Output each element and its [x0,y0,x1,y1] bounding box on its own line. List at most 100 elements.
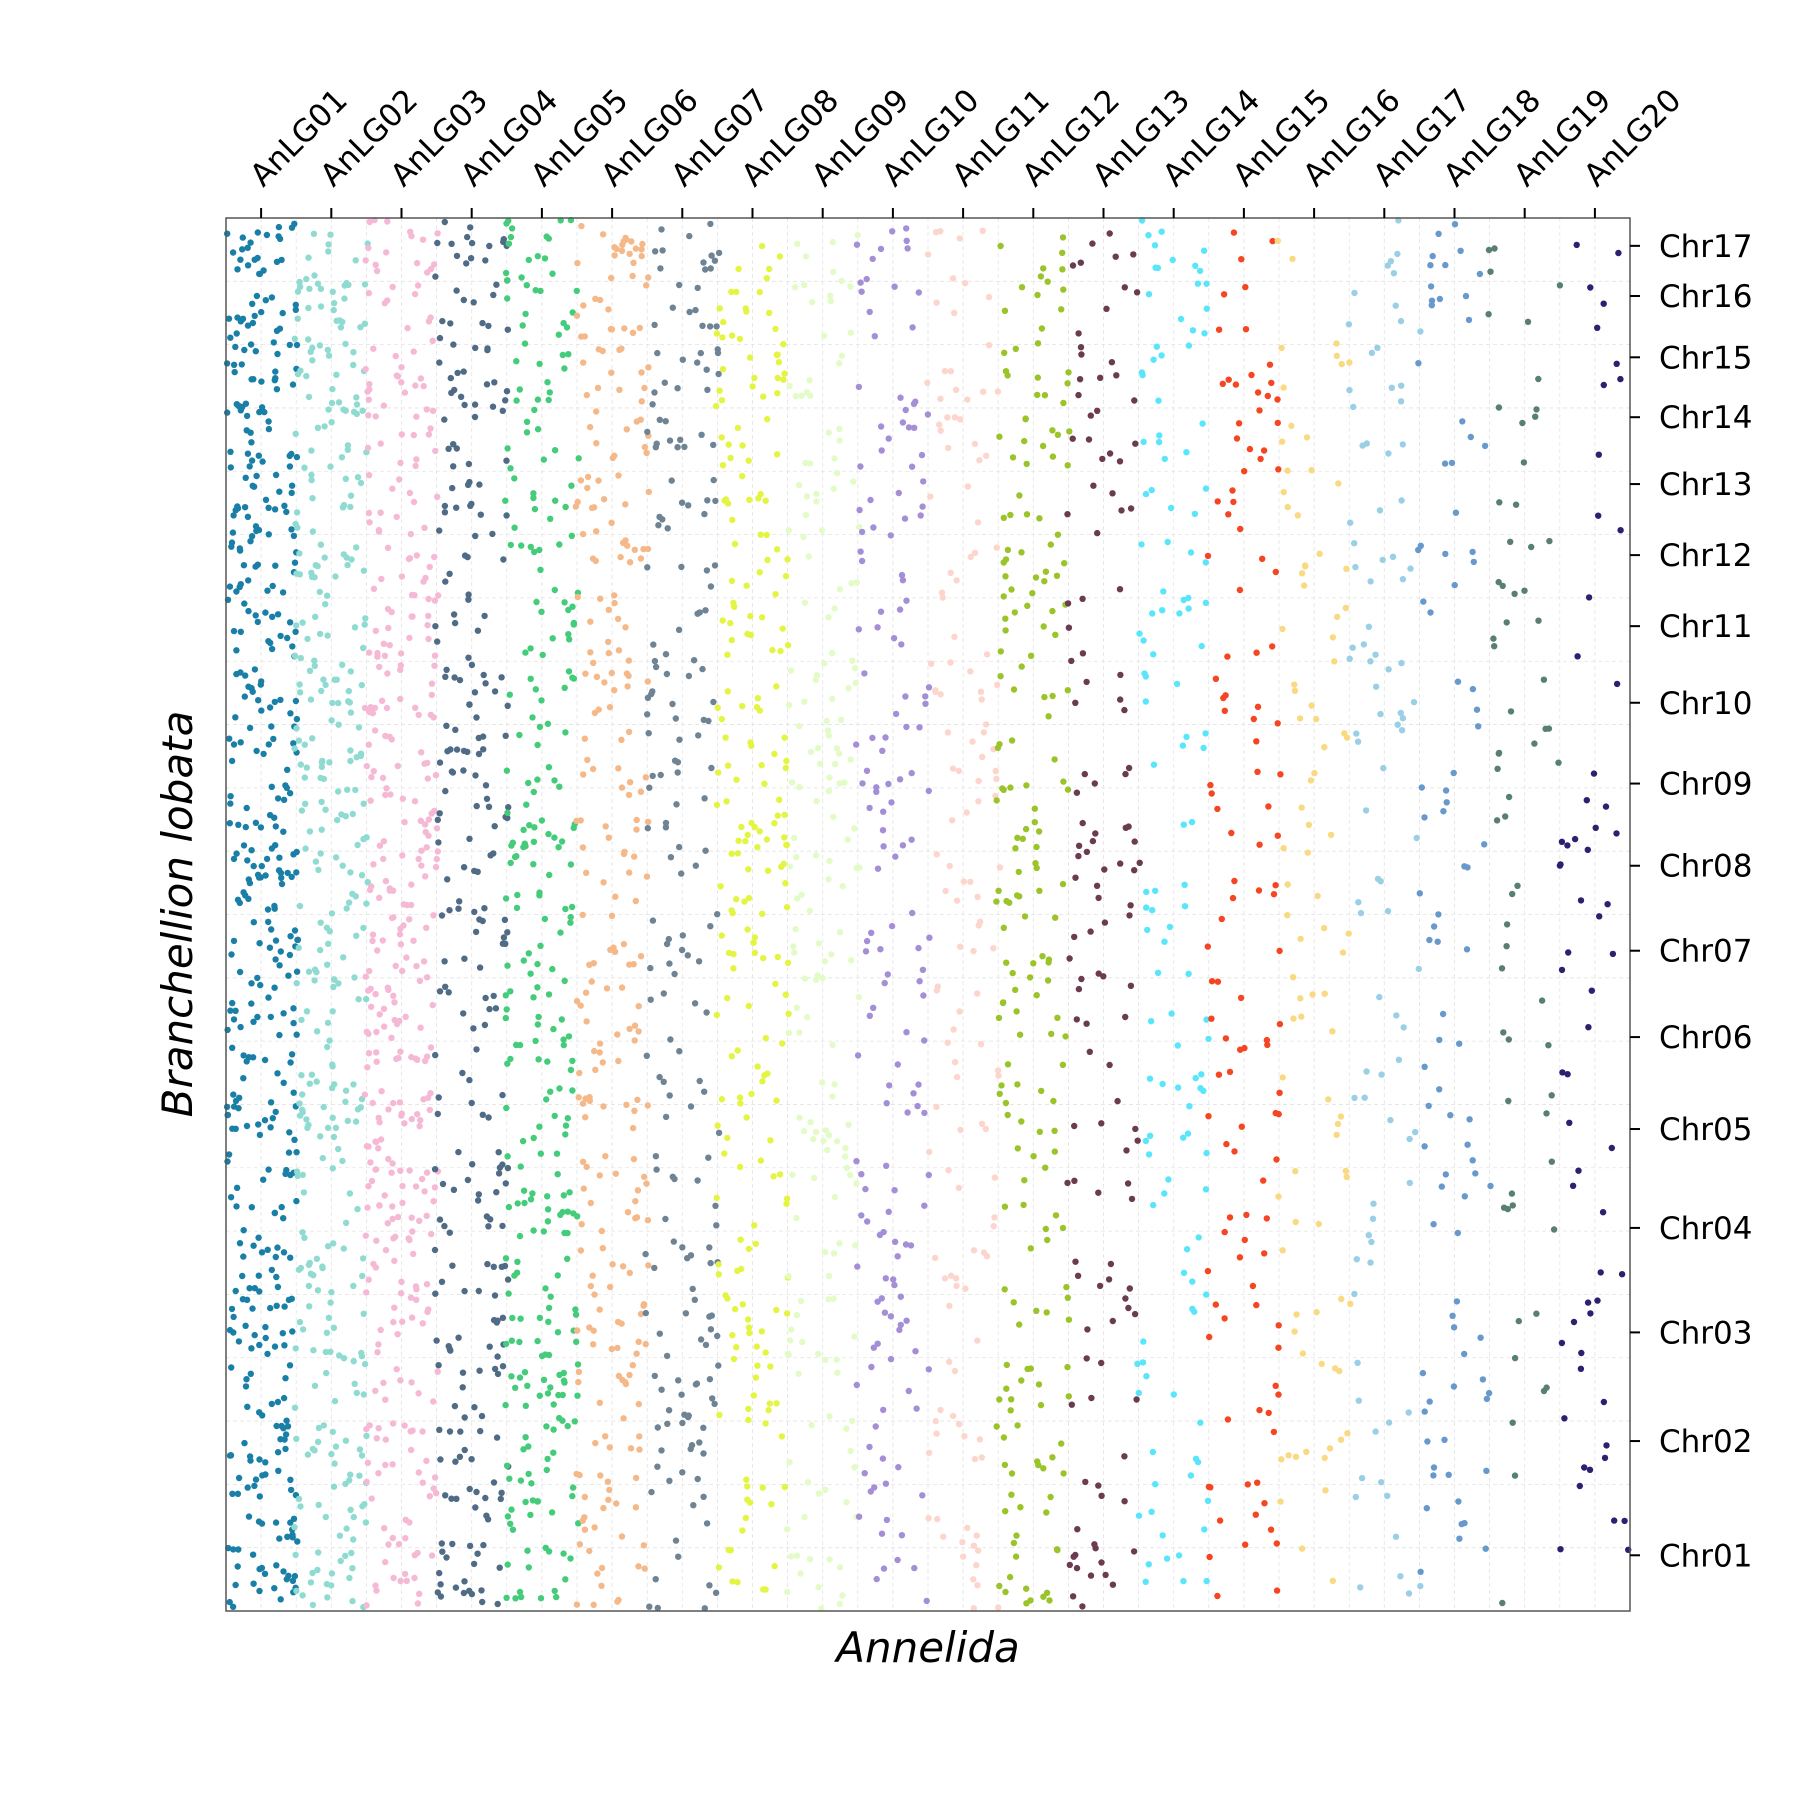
data-point [1175,1552,1183,1559]
data-point [314,1438,322,1446]
data-point [1436,295,1444,303]
data-point [569,1087,576,1094]
data-point [1600,381,1608,389]
data-point [434,848,441,855]
data-point [431,662,438,669]
data-point [1392,302,1399,309]
data-point [764,556,771,564]
data-point [1042,568,1050,575]
data-point [1150,1201,1157,1209]
data-point [699,665,706,673]
data-point [736,335,744,343]
data-point [649,772,656,780]
data-point [739,473,746,480]
data-point [347,503,354,511]
data-point [936,421,943,428]
data-point [1415,360,1422,367]
data-point [1140,1338,1147,1345]
data-point [291,1404,299,1411]
data-point [391,999,398,1006]
data-point [1316,550,1323,557]
data-point [569,603,576,610]
data-point [234,1563,241,1570]
data-point [868,1363,875,1371]
data-point [707,923,714,930]
data-point [554,1329,562,1336]
data-point [346,1574,353,1582]
data-point [714,704,721,711]
data-point [1284,503,1291,511]
data-point [1596,913,1603,920]
data-point [531,824,538,831]
data-point [857,279,864,286]
data-point [1515,1317,1523,1325]
data-point [1351,1290,1358,1298]
data-point [382,732,389,740]
data-point [1586,1466,1594,1474]
data-point [392,962,399,970]
data-point [237,628,244,635]
data-point [293,725,300,732]
data-point [794,895,801,902]
data-point [427,1044,435,1051]
data-point [830,1295,837,1302]
data-point [306,1303,313,1310]
data-point [686,232,693,240]
data-point [1083,1355,1090,1362]
data-point [1520,459,1528,466]
data-point [335,980,342,987]
data-point [493,1189,500,1196]
data-point [1253,738,1260,745]
data-point [934,1515,941,1523]
data-point [235,1546,242,1553]
data-point [345,687,352,695]
data-point [764,416,771,423]
data-point [291,1136,298,1144]
data-point [779,625,786,632]
data-point [237,581,244,588]
data-point [1079,595,1086,602]
data-point [796,723,803,730]
data-point [366,967,373,975]
data-point [1257,455,1264,463]
data-point [536,1123,543,1130]
data-point [1168,1010,1175,1017]
data-point [1059,249,1066,256]
data-point [692,862,699,869]
data-point [624,683,631,690]
data-point [246,1285,253,1292]
data-point [908,836,915,843]
data-point [1314,892,1321,900]
data-point [637,788,645,795]
data-point [247,1370,254,1378]
data-point [567,1555,574,1562]
data-point [499,940,507,947]
data-point [373,1237,380,1244]
data-point [674,759,682,766]
data-point [281,1303,288,1310]
data-point [322,1513,329,1521]
data-point [1064,380,1071,387]
data-point [1159,1080,1166,1088]
data-point [1230,229,1238,236]
data-point [365,472,373,479]
data-point [933,1430,940,1437]
data-point [760,954,767,962]
data-point [286,341,293,349]
data-point [549,270,556,277]
data-point [997,673,1004,680]
data-point [234,314,241,321]
data-point [632,1474,640,1482]
data-point [654,1424,661,1431]
data-point [1238,1123,1246,1130]
data-point [1367,1259,1374,1266]
data-point [1450,1324,1458,1331]
data-point [232,1125,239,1133]
data-point [1002,556,1010,563]
data-point [745,866,752,873]
data-point [359,1272,366,1280]
data-point [950,1026,957,1033]
data-point [894,1061,901,1068]
data-point [579,1517,586,1524]
data-point [1018,1377,1025,1384]
